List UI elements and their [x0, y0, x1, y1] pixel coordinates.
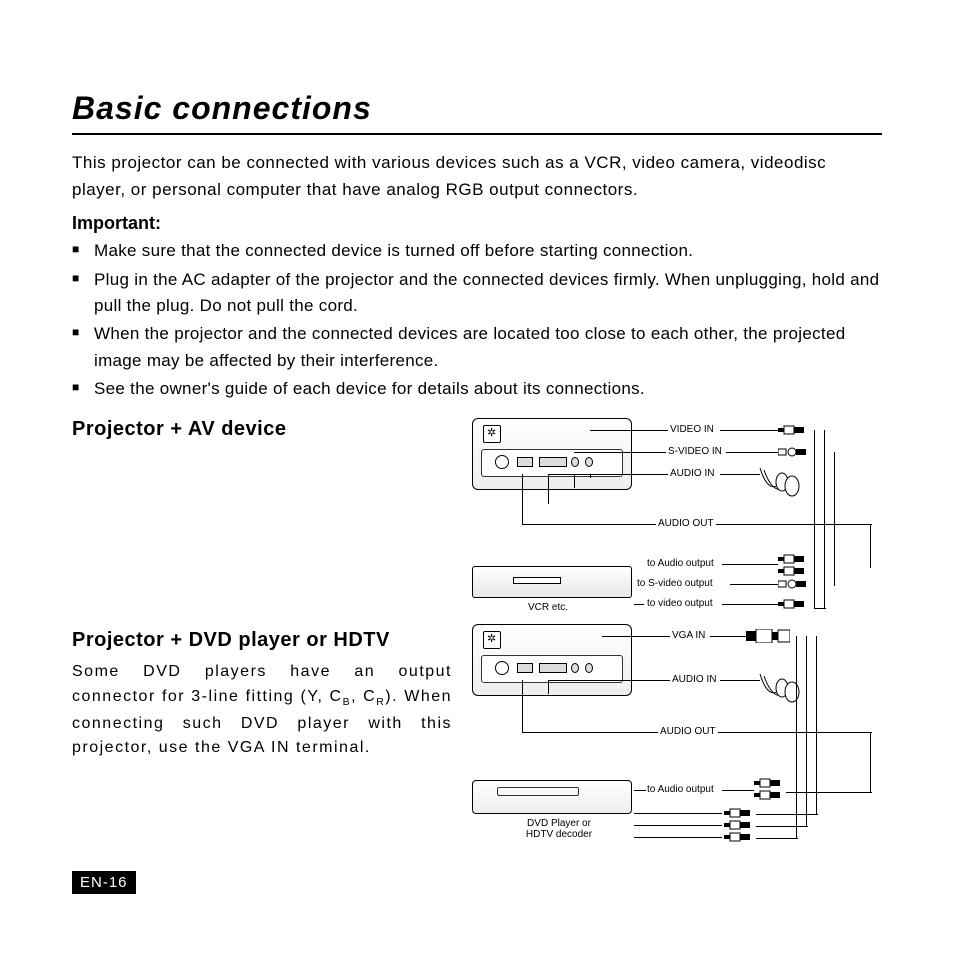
connector-icon — [778, 566, 808, 576]
list-item: Plug in the AC adapter of the projector … — [72, 267, 882, 320]
section-heading-av: Projector + AV device — [72, 418, 452, 441]
subscript-r: R — [376, 697, 385, 708]
label-audio-in: AUDIO IN — [670, 468, 714, 479]
label-svideo-in: S-VIDEO IN — [668, 446, 722, 457]
projector-icon — [472, 624, 632, 696]
list-item: When the projector and the connected dev… — [72, 321, 882, 374]
connector-icon — [724, 820, 754, 830]
list-item: Make sure that the connected device is t… — [72, 238, 882, 264]
vcr-icon — [472, 566, 632, 598]
label-to-svideo-output: to S-video output — [637, 578, 713, 589]
intro-paragraph: This projector can be connected with var… — [72, 149, 882, 203]
connector-icon — [724, 808, 754, 818]
subscript-b: B — [343, 697, 351, 708]
connector-icon — [778, 579, 808, 589]
section-heading-dvd: Projector + DVD player or HDTV — [72, 629, 452, 652]
important-list: Make sure that the connected device is t… — [72, 238, 882, 402]
connector-icon — [724, 832, 754, 842]
label-video-in: VIDEO IN — [670, 424, 714, 435]
projector-icon — [472, 418, 632, 490]
earbuds-icon — [758, 464, 806, 504]
diagram-column: VIDEO IN S-VIDEO IN AUDIO IN AUDIO OUT V… — [472, 418, 882, 858]
connector-icon — [778, 599, 808, 609]
label-to-audio-output: to Audio output — [647, 558, 714, 569]
connector-icon — [778, 425, 808, 435]
label-audio-in: AUDIO IN — [672, 674, 716, 685]
label-audio-out: AUDIO OUT — [660, 726, 716, 737]
left-column: Projector + AV device Projector + DVD pl… — [72, 418, 452, 858]
important-heading: Important: — [72, 213, 882, 234]
vga-adapter-icon — [746, 629, 790, 643]
label-vcr: VCR etc. — [528, 602, 568, 613]
label-to-audio-output: to Audio output — [647, 784, 714, 795]
page-number: EN-16 — [72, 871, 136, 894]
connector-icon — [778, 554, 808, 564]
dvd-icon — [472, 780, 632, 814]
connector-icon — [754, 790, 784, 800]
connector-icon — [754, 778, 784, 788]
connector-icon — [778, 447, 808, 457]
body-text: , C — [351, 688, 376, 705]
list-item: See the owner's guide of each device for… — [72, 376, 882, 402]
section2-body: Some DVD players have an output connecto… — [72, 660, 452, 761]
page-title: Basic connections — [72, 90, 882, 135]
label-audio-out: AUDIO OUT — [658, 518, 714, 529]
label-to-video-output: to video output — [647, 598, 713, 609]
connection-diagram: VIDEO IN S-VIDEO IN AUDIO IN AUDIO OUT V… — [472, 418, 872, 858]
label-dvd: DVD Player or HDTV decoder — [514, 818, 604, 840]
label-vga-in: VGA IN — [672, 630, 705, 641]
earbuds-icon — [758, 670, 806, 710]
